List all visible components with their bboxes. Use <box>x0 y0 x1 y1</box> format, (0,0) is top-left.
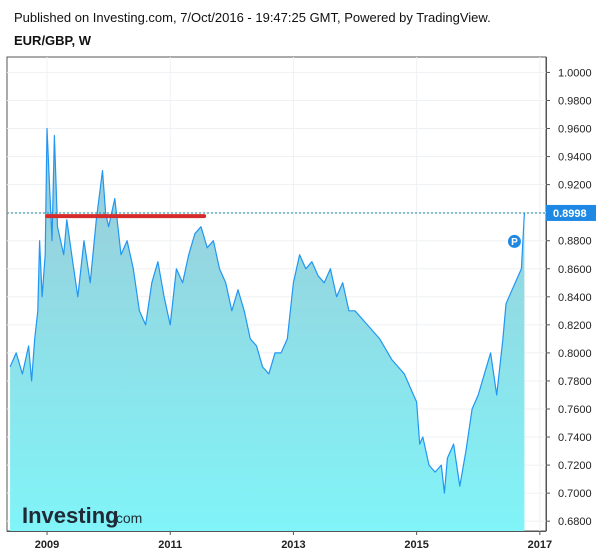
y-tick-label: 0.8400 <box>558 292 592 304</box>
y-tick-label: 0.8800 <box>558 236 592 248</box>
x-tick-label: 2015 <box>404 539 428 551</box>
y-tick-label: 0.7000 <box>558 488 592 500</box>
y-tick-label: 0.7400 <box>558 432 592 444</box>
x-tick-label: 2017 <box>528 539 552 551</box>
y-tick-label: 0.7200 <box>558 460 592 472</box>
pattern-marker-label: P <box>511 237 518 248</box>
x-tick-label: 2013 <box>281 539 305 551</box>
last-price-label: 0.8998 <box>553 208 587 220</box>
y-tick-label: 0.9800 <box>558 95 592 107</box>
x-tick-label: 2009 <box>35 539 59 551</box>
y-tick-label: 1.0000 <box>558 67 592 79</box>
y-tick-label: 0.8000 <box>558 348 592 360</box>
y-tick-label: 0.6800 <box>558 516 592 528</box>
y-tick-label: 0.9400 <box>558 152 592 164</box>
y-axis-ticks: 1.00000.98000.96000.94000.92000.90000.88… <box>546 67 592 528</box>
x-axis-ticks: 2009 2011 2013 2015 2017 <box>35 531 552 551</box>
y-tick-label: 0.9600 <box>558 124 592 136</box>
y-tick-label: 0.7800 <box>558 376 592 388</box>
logo-domain: .com <box>112 510 142 526</box>
y-tick-label: 0.8600 <box>558 264 592 276</box>
logo-wordmark: Investing <box>22 503 119 528</box>
y-tick-label: 0.9200 <box>558 180 592 192</box>
x-tick-label: 2011 <box>158 539 182 551</box>
y-tick-label: 0.7600 <box>558 404 592 416</box>
y-tick-label: 0.8200 <box>558 320 592 332</box>
